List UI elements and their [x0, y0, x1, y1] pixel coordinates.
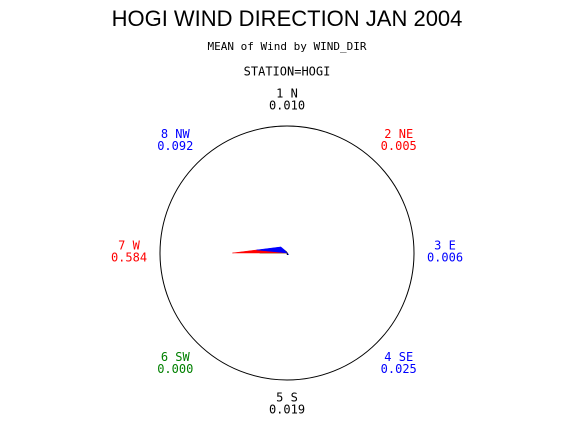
category-label: 3 E — [434, 239, 456, 253]
value-label: 0.019 — [269, 403, 305, 417]
value-label: 0.584 — [111, 251, 147, 265]
outer-circle — [159, 125, 415, 381]
value-label: 0.010 — [269, 99, 305, 113]
category-label: 1 N — [276, 87, 298, 101]
chart-subtitle: MEAN of Wind by WIND_DIR — [208, 40, 367, 53]
category-label: 8 NW — [161, 127, 191, 141]
value-label: 0.000 — [157, 362, 193, 376]
category-label: 6 SW — [161, 350, 191, 364]
value-label: 0.006 — [427, 251, 463, 265]
category-label: 2 NE — [384, 127, 413, 141]
value-label: 0.025 — [381, 362, 417, 376]
category-label: 4 SE — [384, 350, 413, 364]
star-wedge — [256, 246, 288, 254]
value-label: 0.092 — [157, 139, 193, 153]
group-label: STATION=HOGI — [244, 65, 331, 79]
category-label: 5 S — [276, 391, 298, 405]
chart-title: HOGI WIND DIRECTION JAN 2004 — [112, 6, 463, 31]
category-label: 7 W — [118, 239, 140, 253]
value-label: 0.005 — [381, 139, 417, 153]
